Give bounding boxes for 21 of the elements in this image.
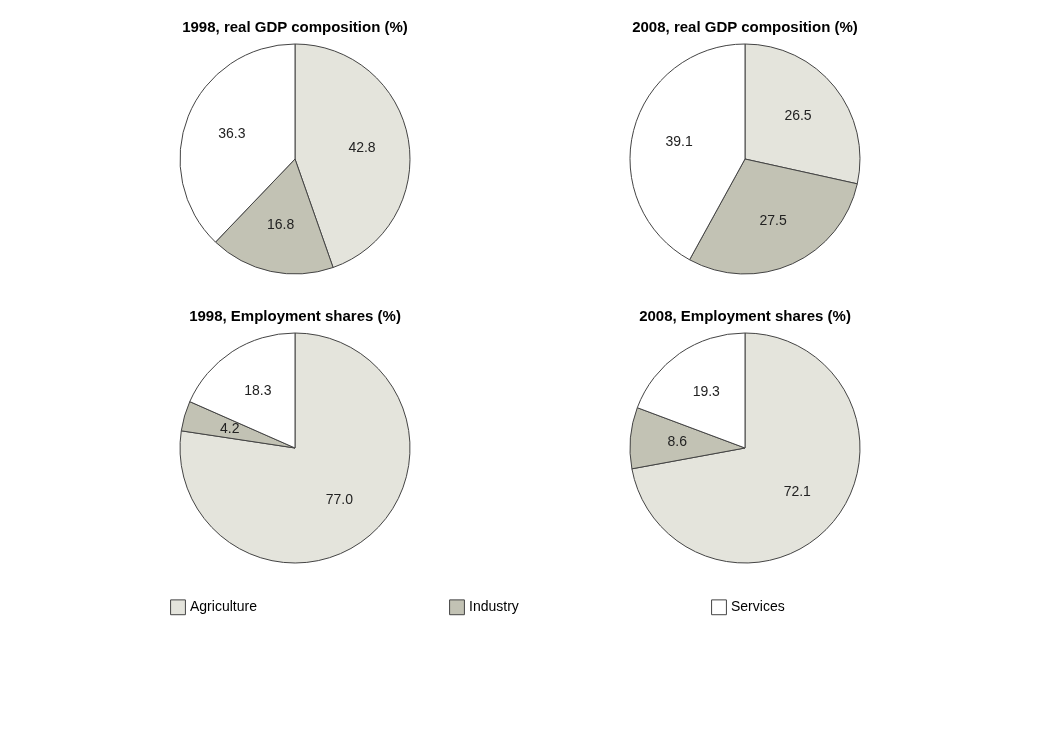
data-label: 4.2 (219, 420, 240, 437)
data-label: 77.0 (325, 490, 354, 507)
data-label: 27.5 (759, 211, 787, 228)
data-label: 39.1 (665, 133, 693, 150)
chart-title: 2008, real GDP composition (%) (632, 18, 858, 35)
chart-title: 1998, Employment shares (%) (189, 307, 401, 324)
data-label: 8.6 (667, 433, 688, 450)
chart-title: 2008, Employment shares (%) (639, 307, 851, 324)
data-label: 42.8 (348, 138, 376, 155)
data-label: 72.1 (783, 482, 812, 499)
legend-label: Agriculture (190, 598, 258, 615)
data-label: 19.3 (692, 383, 721, 400)
legend-label: Services (731, 598, 785, 615)
pie-slice (631, 332, 861, 564)
data-label: 36.3 (218, 124, 246, 141)
chart-title: 1998, real GDP composition (%) (182, 18, 408, 35)
pie-slice (179, 332, 411, 564)
data-label: 18.3 (244, 382, 272, 399)
data-label: 26.5 (784, 107, 812, 124)
legend-label: Industry (469, 598, 519, 615)
data-label: 16.8 (267, 216, 295, 233)
